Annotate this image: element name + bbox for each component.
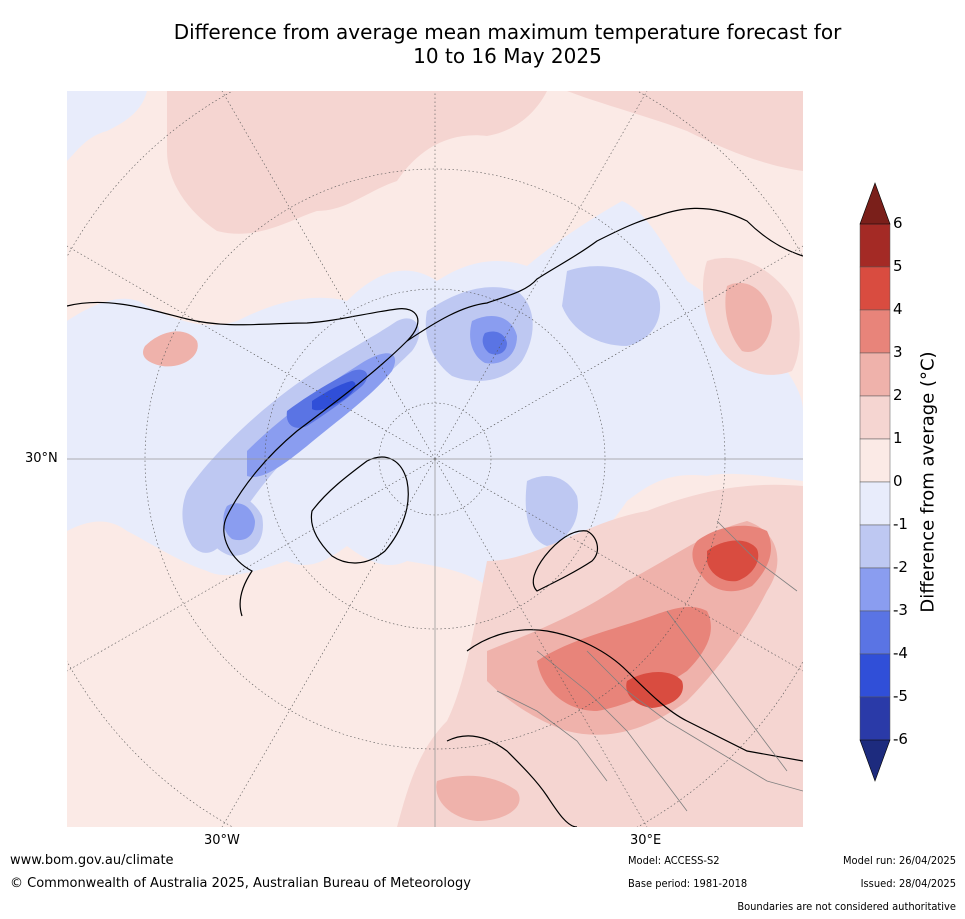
map-title-line-2: 10 to 16 May 2025 xyxy=(413,44,602,68)
colorbar-under-arrow xyxy=(859,739,891,782)
colorbar-tick-label: 0 xyxy=(893,472,903,490)
colorbar-tick-label: -5 xyxy=(893,687,908,705)
warm-patch-mediterranean xyxy=(436,775,520,821)
coastlines xyxy=(67,207,803,827)
colorbar-bin xyxy=(859,481,891,526)
colorbar-over-arrow xyxy=(859,182,891,225)
colorbar-bin xyxy=(859,223,891,268)
map-title-line-1: Difference from average mean maximum tem… xyxy=(173,20,842,44)
model-name: Model: ACCESS-S2 xyxy=(628,854,720,867)
colorbar-tick-label: 2 xyxy=(893,386,903,404)
map-title: Difference from average mean maximum tem… xyxy=(60,20,955,68)
colorbar-tick-label: 3 xyxy=(893,343,903,361)
warm-patch-east-asia xyxy=(567,91,803,171)
base-period: Base period: 1981-2018 xyxy=(628,877,748,890)
colorbar-bin xyxy=(859,352,891,397)
warm-patch-black-sea-core xyxy=(626,672,683,708)
colorbar-bin xyxy=(859,567,891,612)
lat-label-30n: 30°N xyxy=(25,451,58,466)
colorbar-bin xyxy=(859,610,891,655)
colorbar-bin xyxy=(859,309,891,354)
cool-patch-siberia-central xyxy=(562,266,661,346)
warm-patch-north-pacific xyxy=(167,91,547,234)
warm-patch-siberia-east xyxy=(725,282,772,352)
colorbar-tick-label: 4 xyxy=(893,300,903,318)
colorbar-tick-label: -2 xyxy=(893,558,908,576)
cool-anomaly-region-pacific xyxy=(67,91,147,161)
lon-label-30w: 30°W xyxy=(204,833,240,848)
colorbar-bin xyxy=(859,524,891,569)
boundaries-disclaimer: Boundaries are not considered authoritat… xyxy=(737,900,956,913)
colorbar-title: Difference from average (°C) xyxy=(917,351,939,613)
colorbar-bin xyxy=(859,696,891,741)
colorbar-tick-label: -3 xyxy=(893,601,908,619)
colorbar-tick-label: 5 xyxy=(893,257,903,275)
colorbar-bin xyxy=(859,653,891,698)
copyright-text: © Commonwealth of Australia 2025, Austra… xyxy=(10,876,471,891)
colorbar-tick-label: -6 xyxy=(893,730,908,748)
cool-patch-canada-core-deep xyxy=(312,381,356,411)
colorbar-bin xyxy=(859,438,891,483)
colorbar-bin xyxy=(859,395,891,440)
colorbar-bin xyxy=(859,266,891,311)
colorbar-tick-label: -1 xyxy=(893,515,908,533)
warm-patch-eastern-europe-strong xyxy=(537,606,711,711)
cool-patch-siberia-core xyxy=(482,331,507,355)
colorbar-tick-label: -4 xyxy=(893,644,908,662)
colorbar-tick-label: 1 xyxy=(893,429,903,447)
warm-patch-alaska xyxy=(142,331,198,367)
website-link[interactable]: www.bom.gov.au/climate xyxy=(10,853,174,868)
colorbar-tick-label: 6 xyxy=(893,214,903,232)
lon-label-30e: 30°E xyxy=(630,833,662,848)
warm-patch-central-asia-core xyxy=(707,540,759,582)
model-run-date: Model run: 26/04/2025 xyxy=(843,854,956,867)
cool-patch-scandinavia xyxy=(525,476,578,546)
colorbar-bins xyxy=(859,223,891,741)
issued-date: Issued: 28/04/2025 xyxy=(860,877,956,890)
country-borders xyxy=(496,520,803,812)
temperature-anomaly-map xyxy=(67,91,803,827)
cool-patch-hudson-strong xyxy=(223,503,255,541)
colorbar xyxy=(859,182,891,782)
